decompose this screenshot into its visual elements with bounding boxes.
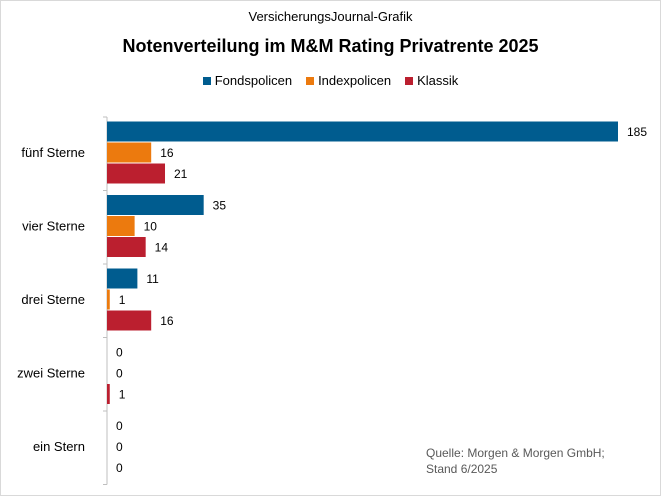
data-label-klassik: 21 bbox=[174, 167, 188, 181]
source-label: VersicherungsJournal-Grafik bbox=[248, 9, 413, 24]
data-label-fondspolicen: 0 bbox=[116, 346, 123, 360]
data-label-fondspolicen: 0 bbox=[116, 419, 123, 433]
category-label: zwei Sterne bbox=[17, 366, 85, 381]
source-note-line-2: Stand 6/2025 bbox=[426, 462, 498, 476]
legend-swatch-fondspolicen bbox=[202, 76, 211, 85]
bar-fondspolicen bbox=[107, 268, 138, 289]
data-label-klassik: 14 bbox=[155, 241, 169, 255]
category-label: ein Stern bbox=[33, 439, 85, 454]
data-label-indexpolicen: 1 bbox=[119, 293, 126, 307]
data-label-klassik: 1 bbox=[119, 388, 126, 402]
bar-klassik bbox=[107, 384, 110, 404]
data-label-fondspolicen: 35 bbox=[213, 199, 227, 213]
data-label-klassik: 0 bbox=[116, 461, 123, 475]
bar-klassik bbox=[107, 237, 146, 257]
bar-klassik bbox=[107, 163, 166, 184]
data-label-indexpolicen: 0 bbox=[116, 367, 123, 381]
chart-title: Notenverteilung im M&M Rating Privatrent… bbox=[122, 36, 539, 56]
legend-swatch-indexpolicen bbox=[306, 76, 315, 85]
legend-swatch-klassik bbox=[405, 76, 414, 85]
bar-klassik bbox=[107, 310, 152, 331]
legend-item-klassik: Klassik bbox=[405, 73, 458, 88]
legend-label-fondspolicen: Fondspolicen bbox=[214, 73, 293, 88]
category-label: drei Sterne bbox=[21, 292, 85, 307]
bar-fondspolicen bbox=[107, 195, 204, 215]
legend-item-indexpolicen: Indexpolicen bbox=[306, 73, 391, 88]
legend-label-klassik: Klassik bbox=[417, 73, 459, 88]
legend: Fondspolicen Indexpolicen Klassik bbox=[1, 73, 660, 88]
data-label-fondspolicen: 185 bbox=[627, 125, 647, 139]
legend-label-indexpolicen: Indexpolicen bbox=[318, 73, 392, 88]
legend-item-fondspolicen: Fondspolicen bbox=[202, 73, 293, 88]
source-note-line-1: Quelle: Morgen & Morgen GmbH; bbox=[426, 446, 605, 460]
data-label-indexpolicen: 16 bbox=[160, 146, 174, 160]
bar-indexpolicen bbox=[107, 142, 152, 163]
category-label: vier Sterne bbox=[22, 219, 85, 234]
bar-indexpolicen bbox=[107, 216, 135, 236]
data-label-indexpolicen: 0 bbox=[116, 440, 123, 454]
data-label-indexpolicen: 10 bbox=[144, 220, 158, 234]
data-label-fondspolicen: 11 bbox=[146, 272, 159, 286]
bar-fondspolicen bbox=[107, 121, 618, 142]
bar-indexpolicen bbox=[107, 289, 110, 310]
source-note: Quelle: Morgen & Morgen GmbH; Stand 6/20… bbox=[426, 445, 605, 477]
category-label: fünf Sterne bbox=[21, 145, 85, 160]
data-label-klassik: 16 bbox=[160, 314, 174, 328]
